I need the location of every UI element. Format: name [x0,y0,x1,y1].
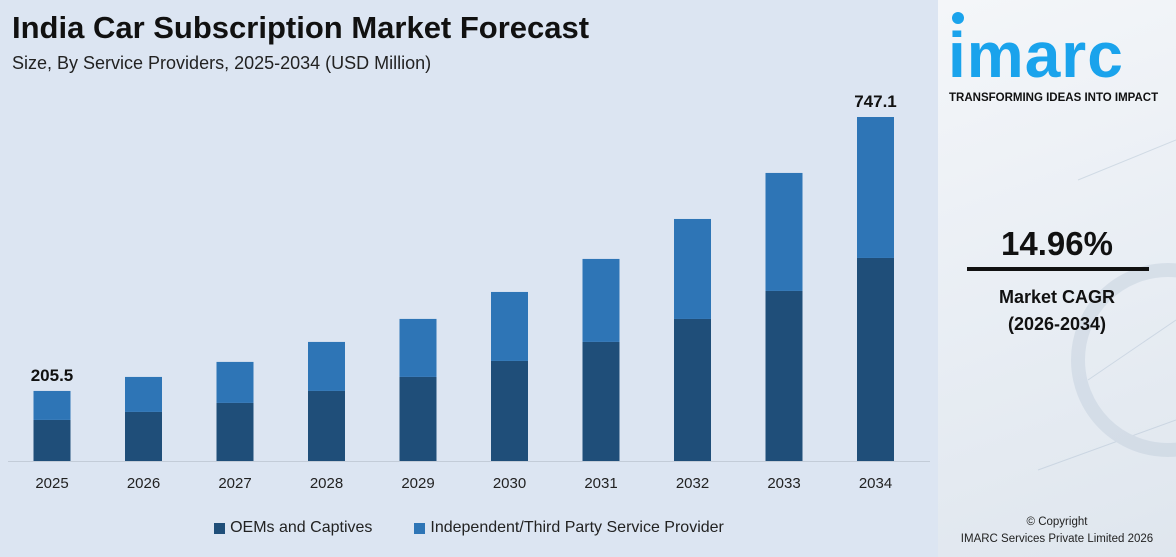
bar-oems-2027 [216,402,254,461]
legend-swatch [414,522,426,534]
cagr-label-text: Market CAGR [998,287,1116,307]
bar-independent-2030 [491,291,528,361]
bar-oems-2031 [582,341,620,461]
company-name: IMARC Services Private Limited 2026 [960,533,1154,545]
data-label-2025: 205.5 [31,366,74,385]
bar-independent-2026 [125,376,162,412]
bar-oems-2029 [399,376,437,461]
cagr-period: (2026-2034) [1007,314,1107,334]
bar-independent-2027 [216,361,254,403]
chart-panel: India Car Subscription Market Forecast S… [0,10,938,537]
copyright-text: © Copyright [1026,516,1088,528]
side-panel: imarc TRANSFORMING IDEAS INTO IMPACT 14.… [938,0,1176,557]
legend-label: Independent/Third Party Service Provider [430,519,724,536]
bar-independent-2028 [308,341,345,391]
divider [967,267,1149,271]
legend-item-oems: OEMs and Captives [214,519,372,537]
x-tick-label: 2031 [584,475,617,492]
legend-label: OEMs and Captives [230,519,373,536]
bar-independent-2031 [582,258,620,342]
cagr-label: Market CAGR (2026-2034) [938,284,1176,338]
x-tick-label: 2032 [676,475,709,492]
x-tick-label: 2025 [35,475,68,492]
bar-chart: 2025 205.5 2026 2027 2028 2029 2030 2031 2032 203… [8,92,930,492]
x-tick-label: 2027 [218,475,251,492]
background-decoration [1037,139,1176,471]
chart-subtitle: Size, By Service Providers, 2025-2034 (U… [12,53,432,73]
bar-oems-2030 [491,360,528,461]
chart-title: India Car Subscription Market Forecast [12,10,590,45]
bar-oems-2026 [125,411,162,461]
tagline: TRANSFORMING IDEAS INTO IMPACT [949,92,1159,104]
bar-independent-2025 [33,390,71,420]
data-label-2034: 747.1 [854,92,897,111]
bar-independent-2034 [857,117,894,258]
x-tick-label: 2034 [859,475,892,492]
x-tick-label: 2033 [767,475,800,492]
cagr-value: 14.96% [1001,225,1113,262]
legend: OEMs and Captives Independent/Third Part… [0,519,938,537]
bar-oems-2033 [765,290,803,461]
imarc-logo: imarc [948,19,1124,91]
legend-swatch [214,522,226,534]
logo-dot [952,12,964,24]
x-tick-label: 2028 [310,475,343,492]
copyright: © Copyright IMARC Services Private Limite… [938,514,1176,548]
legend-item-independent: Independent/Third Party Service Provider [414,519,724,537]
bar-oems-2025 [33,419,71,461]
bar-oems-2034 [857,257,894,461]
x-tick-label: 2030 [493,475,526,492]
bar-independent-2032 [674,218,711,319]
bar-oems-2028 [308,390,345,461]
bar-independent-2033 [765,172,803,291]
bar-oems-2032 [674,318,711,461]
bar-independent-2029 [399,318,437,377]
x-tick-label: 2026 [127,475,160,492]
x-tick-label: 2029 [401,475,434,492]
